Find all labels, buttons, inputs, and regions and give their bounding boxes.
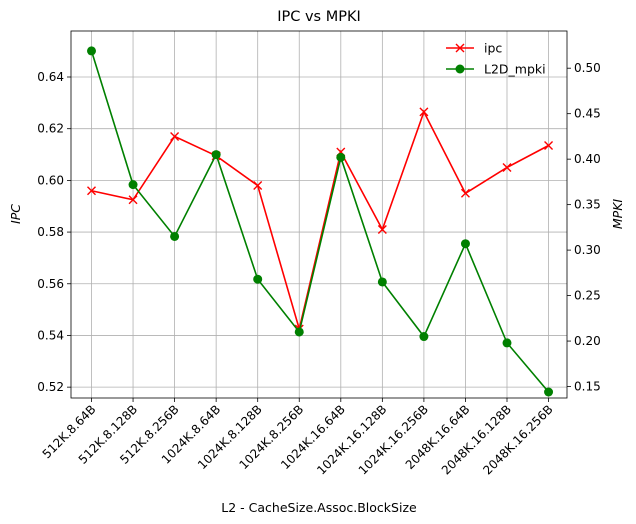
y-right-tick-label: 0.20 — [574, 334, 601, 348]
data-point — [502, 162, 512, 172]
y-axis-right: 0.15 0.20 0.25 0.30 0.35 0.40 0.45 0.50 — [567, 61, 601, 394]
plot-frame — [70, 30, 568, 399]
series-line — [91, 109, 549, 333]
y-axis-left: 0.52 0.54 0.56 0.58 0.60 0.62 0.64 — [37, 70, 71, 394]
data-point — [87, 46, 96, 56]
data-point — [502, 338, 512, 348]
y-right-tick-label: 0.35 — [574, 198, 601, 212]
y-right-tick-label: 0.50 — [574, 61, 601, 75]
legend-item: ipc — [446, 41, 502, 56]
y-right-tick-label: 0.25 — [574, 289, 601, 303]
data-point — [170, 231, 180, 241]
y-right-tick-label: 0.30 — [574, 243, 601, 257]
data-point — [419, 332, 429, 342]
data-point — [211, 150, 221, 160]
legend-label: L2D_mpki — [484, 62, 546, 77]
y-left-tick-label: 0.60 — [37, 173, 64, 187]
x-axis: 512K.8.64B512K.8.128B512K.8.256B1024K.8.… — [40, 398, 556, 477]
y-left-tick-label: 0.54 — [37, 328, 64, 342]
y-left-tick-label: 0.56 — [37, 277, 64, 291]
y-axis-label-right: MPKI — [610, 199, 625, 230]
y-left-tick-label: 0.62 — [37, 122, 64, 136]
data-point — [253, 274, 263, 284]
y-right-tick-label: 0.15 — [574, 380, 601, 394]
legend-marker — [455, 43, 465, 53]
chart-title: IPC vs MPKI — [277, 9, 361, 25]
series-ipc — [87, 107, 554, 334]
legend-item: L2D_mpki — [446, 62, 546, 77]
grid — [71, 31, 567, 398]
data-point — [336, 152, 346, 162]
legend: ipc L2D_mpki — [446, 41, 546, 77]
y-right-tick-label: 0.45 — [574, 107, 601, 121]
legend-marker — [455, 64, 465, 74]
legend-label: ipc — [484, 41, 502, 56]
data-point — [377, 224, 387, 234]
data-point — [377, 277, 387, 287]
data-point — [294, 327, 304, 337]
y-left-tick-label: 0.52 — [37, 380, 64, 394]
data-point — [87, 186, 96, 196]
data-point — [128, 180, 138, 190]
series-l2d-mpki — [87, 46, 554, 397]
data-point — [544, 140, 554, 150]
data-point — [460, 188, 470, 198]
data-point — [544, 387, 554, 397]
data-point — [460, 239, 470, 249]
y-right-tick-label: 0.40 — [574, 152, 601, 166]
x-axis-label: L2 - CacheSize.Assoc.BlockSize — [221, 500, 417, 515]
series-line — [90, 50, 550, 393]
series-layer — [87, 46, 554, 397]
y-left-tick-label: 0.64 — [37, 70, 64, 84]
data-point — [170, 131, 180, 141]
data-point — [419, 107, 429, 117]
y-left-tick-label: 0.58 — [37, 225, 64, 239]
data-point — [253, 181, 263, 191]
data-point — [128, 195, 138, 205]
y-axis-label-left: IPC — [8, 204, 23, 224]
